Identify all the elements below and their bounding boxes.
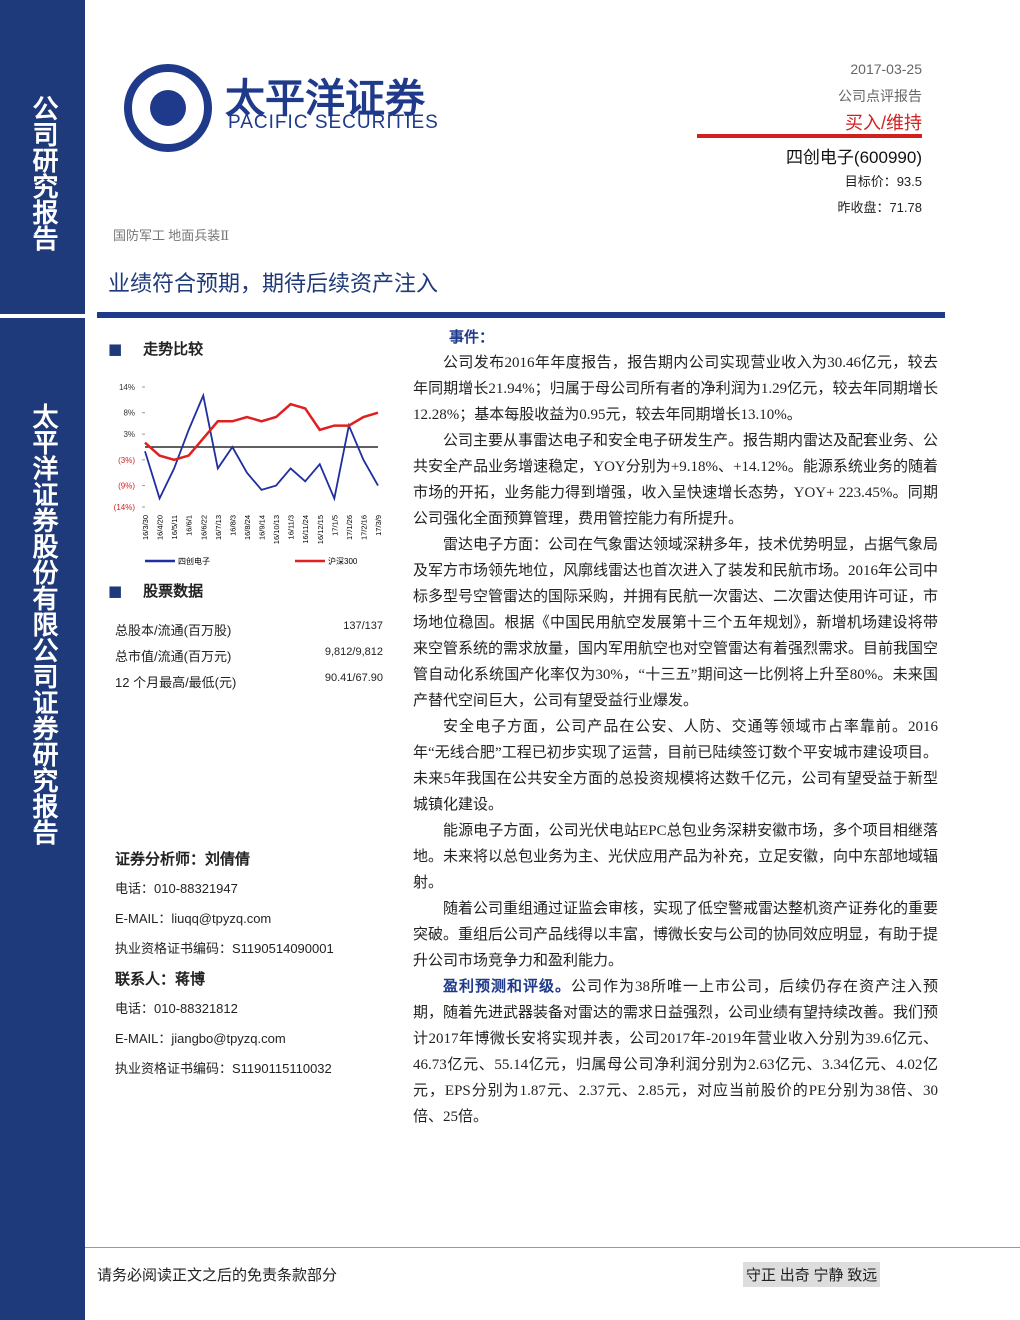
x-tick-label: 16/9/14 [258, 515, 267, 540]
rating-lead: 盈利预测和评级。 [443, 979, 571, 995]
x-tick-label: 17/1/5 [330, 515, 339, 536]
brand-en: PACIFIC SECURITIES [228, 112, 439, 133]
paragraphs: 公司发布2016年年度报告，报告期内公司实现营业收入为30.46亿元，较去年同期… [413, 350, 938, 974]
series-line [144, 402, 379, 462]
trend-heading: ■ 走势比较 [108, 340, 204, 358]
series-line [144, 392, 379, 502]
paragraph: 雷达电子方面：公司在气象雷达领域深耕多年，技术优势明显，占据气象局及军方市场领先… [413, 537, 939, 709]
motto: 守正 出奇 宁静 致远 [743, 1262, 881, 1287]
paragraph: 公司主要从事雷达电子和安全电子研发生产。报告期内雷达及配套业务、公共安全产品业务… [413, 433, 939, 527]
x-tick-label: 16/11/3 [287, 515, 296, 539]
footer-rule [85, 1247, 1020, 1248]
x-tick-label: 16/8/3 [228, 515, 237, 536]
sidebar-bottom [0, 318, 85, 1320]
x-tick-label: 17/1/26 [345, 515, 354, 540]
stock-heading: ■ 股票数据 [108, 582, 204, 600]
x-tick-label: 16/11/24 [301, 515, 310, 544]
trend-chart: 14% 8% 3% (3%) (9%) (14%) 16/3/30 16/4/20 16/5/1… [114, 383, 383, 566]
stock-value: 90.41/67.90 [324, 672, 383, 684]
body: 事件： 公司发布2016年年度报告，报告期内公司实现营业收入为30.46亿元，较… [413, 324, 938, 1130]
last-close: 昨收盘：71.78 [837, 200, 922, 215]
contact-detail: 电话：010-88321812 [115, 1001, 238, 1016]
y-tick-label: 14% [119, 383, 135, 392]
paragraph: 随着公司重组通过证监会审核，实现了低空警戒雷达整机资产证券化的重要突破。重组后公… [413, 901, 939, 969]
rating-rule [697, 134, 922, 138]
stock-value: 9,812/9,812 [324, 646, 383, 658]
paragraph: 能源电子方面，公司光伏电站EPC总包业务深耕安徽市场，多个项目相继落地。未来将以… [413, 823, 939, 891]
target-price: 目标价：93.5 [844, 174, 922, 189]
brand: 太平洋证券 [225, 76, 425, 122]
contact-detail: 执业资格证书编码：S1190514090001 [115, 941, 334, 956]
y-tick-label: 3% [123, 430, 135, 439]
report-type: 公司点评报告 [838, 88, 922, 104]
x-tick-label: 16/12/15 [316, 515, 325, 544]
heading-text: 股票数据 [143, 582, 204, 600]
stock-value: 137/137 [343, 620, 383, 632]
contact-detail: 执业资格证书编码：S1190115110032 [115, 1061, 332, 1076]
y-tick-label: (9%) [118, 482, 135, 491]
heading-text: 走势比较 [143, 340, 204, 358]
x-tick-label: 16/10/13 [272, 515, 281, 544]
disclaimer: 请务必阅读正文之后的免责条款部分 [97, 1268, 338, 1284]
stock-label: 总股本/流通(百万股) [115, 623, 232, 638]
y-tick-label: 8% [123, 409, 135, 418]
rating-paragraph: 盈利预测和评级。公司作为38所唯一上市公司，后续仍存在资产注入预期，随着先进武器… [413, 974, 938, 1130]
rating-text: 公司作为38所唯一上市公司，后续仍存在资产注入预期，随着先进武器装备对雷达的需求… [413, 979, 939, 1125]
sidebar-label: 太平洋证券股份有限公司证券研究报告 [28, 403, 58, 845]
logo [113, 30, 220, 177]
stock-label: 12 个月最高/最低(元) [115, 675, 237, 690]
x-tick-label: 16/4/20 [156, 515, 165, 540]
sector: 国防军工 地面兵装Ⅱ [113, 228, 230, 243]
event-heading: 事件： [449, 328, 495, 346]
rating: 买入/维持 [844, 113, 922, 133]
stock-label: 总市值/流通(百万元) [115, 649, 232, 664]
contact-detail: E-MAIL：liuqq@tpyzq.com [115, 911, 272, 926]
y-tick-label: (14%) [114, 503, 136, 512]
x-tick-label: 17/2/16 [359, 515, 368, 540]
contact-name: 联系人：蒋博 [115, 970, 206, 988]
x-tick-label: 16/6/1 [185, 515, 194, 536]
x-tick-label: 16/8/24 [243, 515, 252, 540]
report-title: 业绩符合预期，期待后续资产注入 [108, 272, 439, 297]
legend-label: 四创电子 [178, 556, 210, 566]
x-tick-label: 16/7/13 [214, 515, 223, 540]
contact-detail: E-MAIL：jiangbo@tpyzq.com [115, 1031, 286, 1046]
y-tick-label: (3%) [118, 456, 135, 465]
title-rule [97, 312, 945, 318]
logo-core [150, 90, 186, 126]
legend-label: 沪深300 [328, 556, 358, 566]
x-tick-label: 17/3/9 [374, 515, 383, 536]
date: 2017-03-25 [850, 61, 922, 77]
x-tick-label: 16/6/22 [199, 515, 208, 540]
paragraph: 安全电子方面，公司产品在公安、人防、交通等领域市占率靠前。2016年“无线合肥”… [413, 719, 938, 813]
company: 四创电子(600990) [785, 148, 922, 167]
contact-detail: 电话：010-88321947 [115, 881, 238, 896]
sidebar-label: 公司研究报告 [28, 95, 58, 251]
sidebar-top [0, 0, 85, 314]
contact-name: 证券分析师：刘倩倩 [115, 850, 251, 868]
x-tick-label: 16/3/30 [141, 515, 150, 540]
x-tick-label: 16/5/11 [170, 515, 179, 539]
paragraph: 公司发布2016年年度报告，报告期内公司实现营业收入为30.46亿元，较去年同期… [413, 355, 938, 423]
